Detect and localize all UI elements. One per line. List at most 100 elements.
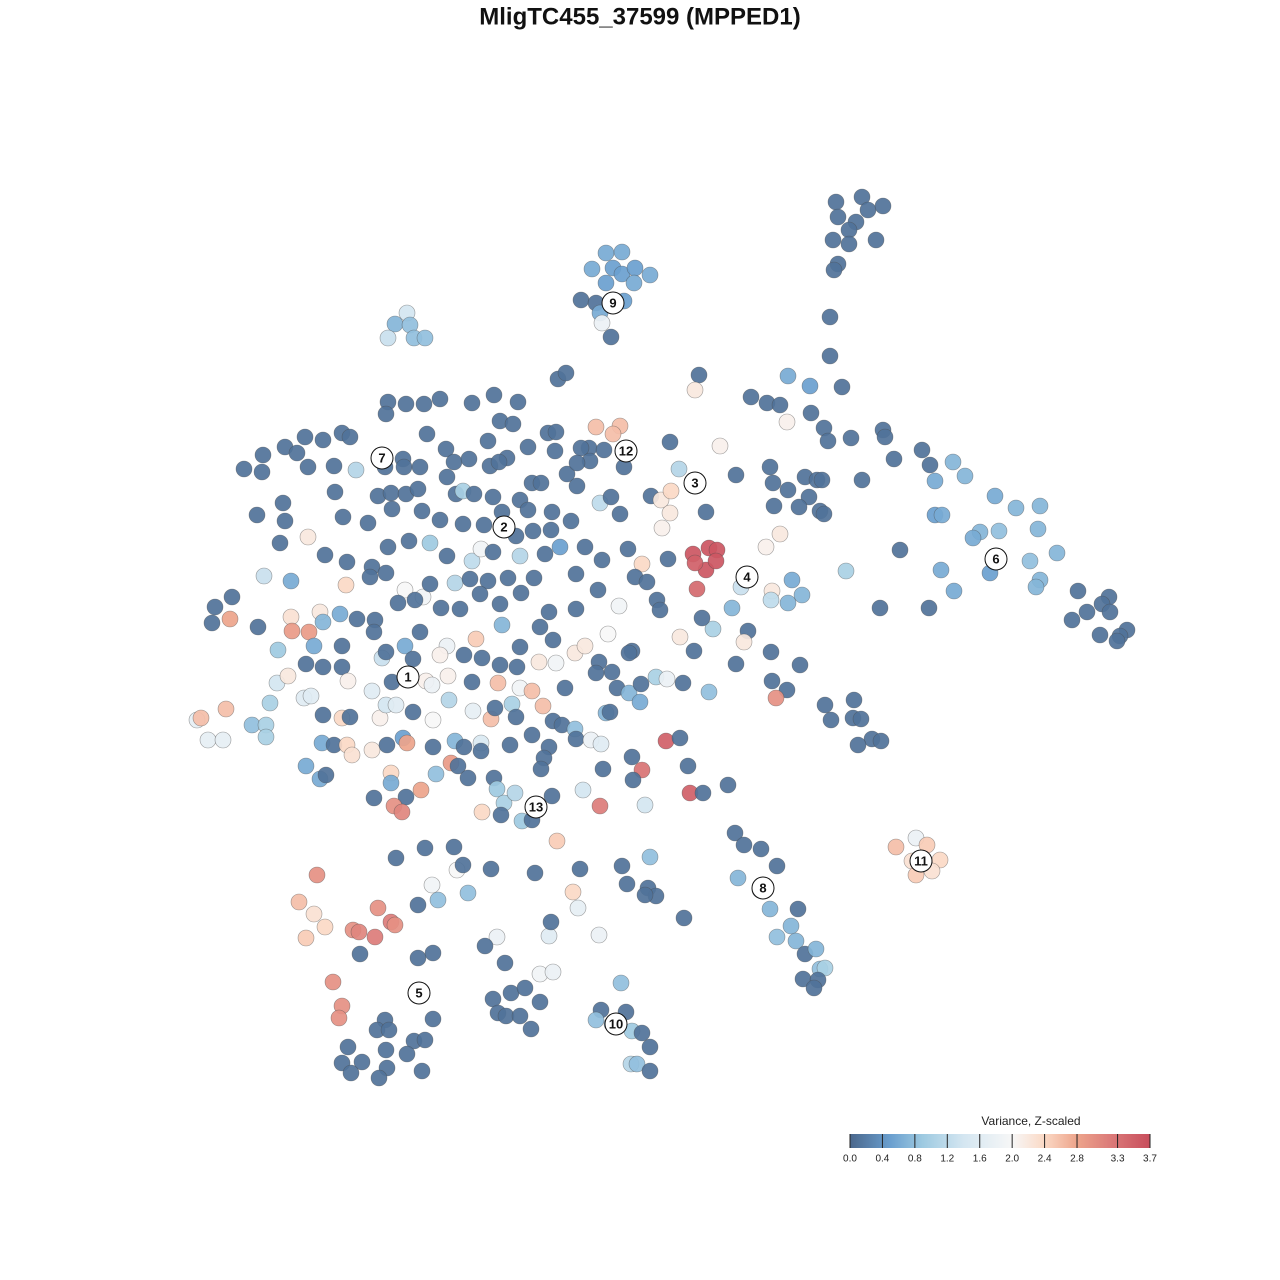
point <box>729 869 747 887</box>
point <box>523 726 541 744</box>
point <box>821 308 839 326</box>
point <box>314 658 332 676</box>
point <box>302 687 320 705</box>
colorbar: Variance, Z-scaled 0.0 0.4 0.8 1.2 1.6 2.0 2.4… <box>843 1114 1157 1164</box>
point <box>290 893 308 911</box>
point <box>874 197 892 215</box>
point <box>534 697 552 715</box>
cluster-badge <box>683 471 707 495</box>
point <box>493 616 511 634</box>
point <box>567 600 585 618</box>
point <box>431 646 449 664</box>
point <box>587 664 605 682</box>
point <box>546 442 564 460</box>
point <box>1048 544 1066 562</box>
point <box>308 866 326 884</box>
point <box>679 757 697 775</box>
cluster-badge <box>751 876 775 900</box>
point <box>1021 552 1039 570</box>
point <box>735 836 753 854</box>
point <box>700 683 718 701</box>
point <box>763 672 781 690</box>
point <box>300 623 318 641</box>
point <box>821 347 839 365</box>
point <box>613 243 631 261</box>
point <box>269 641 287 659</box>
point <box>389 594 407 612</box>
point <box>499 569 517 587</box>
point <box>365 623 383 641</box>
point <box>827 193 845 211</box>
cluster-badge <box>524 795 548 819</box>
point <box>413 1062 431 1080</box>
point <box>625 274 643 292</box>
point <box>282 608 300 626</box>
point <box>624 771 642 789</box>
point <box>603 663 621 681</box>
point <box>387 849 405 867</box>
point <box>735 633 753 651</box>
colorbar-tick-label: 1.6 <box>973 1154 987 1165</box>
point <box>377 405 395 423</box>
point <box>556 679 574 697</box>
cluster-label: 3 <box>691 475 698 490</box>
point <box>867 231 885 249</box>
point <box>484 488 502 506</box>
point <box>424 738 442 756</box>
point <box>762 643 780 661</box>
point <box>805 979 823 997</box>
point <box>633 555 651 573</box>
point <box>782 917 800 935</box>
point <box>386 916 404 934</box>
point <box>662 482 680 500</box>
point <box>439 667 457 685</box>
point <box>473 649 491 667</box>
point <box>379 329 397 347</box>
cluster-label: 6 <box>992 551 999 566</box>
point <box>620 644 638 662</box>
point <box>840 221 858 239</box>
point <box>885 450 903 468</box>
point <box>488 780 506 798</box>
point <box>762 591 780 609</box>
point <box>761 458 779 476</box>
point <box>576 538 594 556</box>
point <box>418 425 436 443</box>
point <box>369 899 387 917</box>
point <box>423 676 441 694</box>
point <box>686 381 704 399</box>
point <box>790 498 808 516</box>
cluster-badge <box>601 291 625 315</box>
cluster-label: 4 <box>743 569 751 584</box>
point <box>859 201 877 219</box>
point <box>653 519 671 537</box>
cluster-label: 13 <box>529 799 543 814</box>
point <box>484 543 502 561</box>
point <box>316 546 334 564</box>
point <box>331 605 349 623</box>
point <box>551 538 569 556</box>
point <box>490 453 508 471</box>
point <box>502 984 520 1002</box>
point <box>365 789 383 807</box>
point <box>416 329 434 347</box>
point <box>641 1062 659 1080</box>
point <box>416 1031 434 1049</box>
point <box>398 1045 416 1063</box>
point <box>524 522 542 540</box>
cluster-label: 8 <box>759 880 766 895</box>
cluster-label: 10 <box>609 1016 623 1031</box>
point <box>297 929 315 947</box>
point <box>933 506 951 524</box>
point <box>511 547 529 565</box>
point <box>489 674 507 692</box>
point <box>783 571 801 589</box>
point <box>297 655 315 673</box>
point <box>986 487 1004 505</box>
point <box>379 538 397 556</box>
point <box>404 703 422 721</box>
point <box>406 591 424 609</box>
point <box>688 580 706 598</box>
point <box>543 503 561 521</box>
